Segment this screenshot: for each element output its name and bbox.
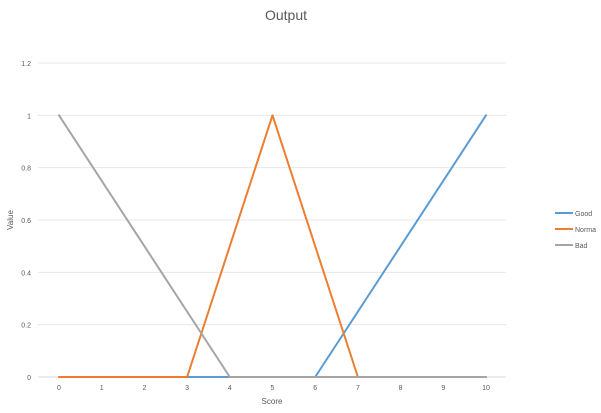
chart-title: Output — [265, 7, 307, 23]
x-tick-label: 4 — [228, 385, 232, 392]
y-tick-label: 0 — [27, 375, 31, 382]
series-line-bad — [58, 114, 487, 378]
series-lines — [58, 114, 487, 378]
x-tick-label: 8 — [399, 385, 403, 392]
y-tick-label: 0.8 — [21, 166, 31, 173]
y-axis-tick-labels: 0 0.2 0.4 0.6 0.8 1 1.2 — [21, 61, 31, 382]
y-tick-label: 0.4 — [21, 270, 31, 277]
legend-item-good: Good — [555, 211, 592, 218]
y-axis-label: Value — [6, 210, 15, 230]
legend: Good Norma Bad — [555, 211, 596, 250]
x-tick-label: 6 — [313, 385, 317, 392]
x-tick-label: 0 — [57, 385, 61, 392]
x-tick-label: 2 — [142, 385, 146, 392]
y-tick-label: 1.2 — [21, 61, 31, 68]
legend-item-norma: Norma — [555, 227, 596, 234]
y-tick-label: 0.6 — [21, 218, 31, 225]
x-tick-label: 7 — [356, 385, 360, 392]
series-line-good — [58, 114, 487, 378]
x-tick-label: 5 — [271, 385, 275, 392]
x-tick-label: 9 — [441, 385, 445, 392]
x-tick-label: 10 — [482, 385, 490, 392]
gridlines — [38, 62, 506, 378]
series-line-norma — [58, 114, 487, 378]
legend-label: Bad — [575, 243, 588, 250]
legend-label: Good — [575, 211, 592, 218]
x-tick-label: 1 — [100, 385, 104, 392]
x-axis-tick-labels: 0 1 2 3 4 5 6 7 8 9 10 — [57, 385, 490, 392]
y-tick-label: 0.2 — [21, 323, 31, 330]
y-tick-label: 1 — [27, 113, 31, 120]
x-tick-label: 3 — [185, 385, 189, 392]
legend-item-bad: Bad — [555, 243, 588, 250]
legend-label: Norma — [575, 227, 596, 234]
x-axis-label: Score — [262, 397, 283, 406]
